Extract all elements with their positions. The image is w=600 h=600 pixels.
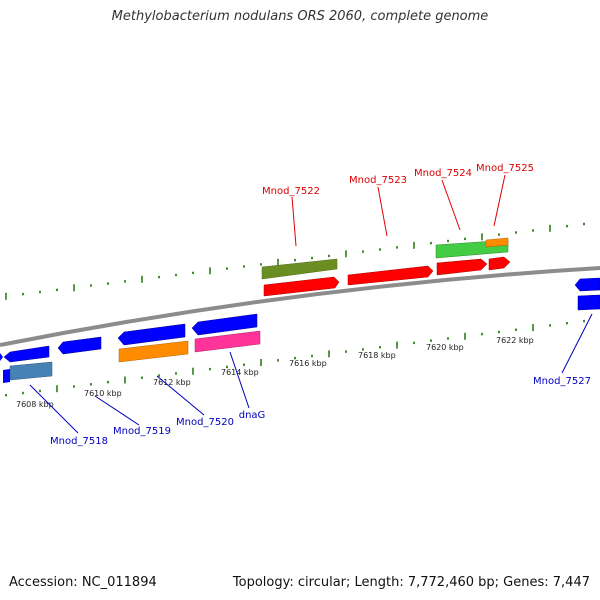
gene-label-mnod-7527[interactable]: Mnod_7527 [533, 376, 591, 387]
reverse-gene-feature[interactable] [3, 345, 50, 363]
reverse-gene-feature[interactable] [3, 369, 10, 383]
scale-label: 7610 kbp [84, 389, 122, 398]
gene-label-mnod-7524[interactable]: Mnod_7524 [414, 168, 472, 179]
genome-backbone [0, 266, 600, 347]
reverse-gene-feature[interactable] [57, 336, 102, 355]
reverse-label-leaders [29, 313, 593, 434]
scale-label: 7618 kbp [358, 351, 396, 360]
leader-line [441, 179, 461, 231]
scale-labels: 7608 kbp 7610 kbp 7612 kbp 7614 kbp 7616… [16, 336, 534, 409]
reverse-gene-labels: Mnod_7518 Mnod_7519 Mnod_7520 dnaG Mnod_… [50, 376, 591, 447]
forward-label-leaders [291, 174, 506, 247]
forward-gene-feature[interactable] [485, 237, 509, 248]
forward-gene-labels: Mnod_7522 Mnod_7523 Mnod_7524 Mnod_7525 [262, 163, 534, 197]
forward-gene-feature[interactable] [347, 265, 434, 286]
reverse-gene-feature[interactable] [117, 323, 186, 346]
forward-gene-feature[interactable] [436, 258, 488, 276]
leader-line [561, 313, 593, 374]
accession-text: Accession: NC_011894 [9, 575, 157, 590]
scale-label: 7622 kbp [496, 336, 534, 345]
reverse-gene-feature[interactable] [194, 330, 261, 353]
reverse-gene-feature[interactable] [577, 294, 600, 311]
genome-summary-text: Topology: circular; Length: 7,772,460 bp… [232, 575, 590, 590]
inner-tick-row [5, 319, 585, 397]
map-title: Methylobacterium nodulans ORS 2060, comp… [111, 9, 489, 24]
reverse-gene-feature[interactable] [9, 361, 53, 381]
gene-label-mnod-7523[interactable]: Mnod_7523 [349, 175, 407, 186]
forward-gene-feature[interactable] [263, 276, 340, 297]
scale-label: 7614 kbp [221, 368, 259, 377]
scale-label: 7616 kbp [289, 359, 327, 368]
leader-line [493, 174, 506, 227]
forward-gene-feature[interactable] [261, 258, 338, 280]
reverse-gene-feature[interactable] [191, 313, 258, 336]
leader-line [29, 384, 79, 434]
reverse-gene-feature[interactable] [0, 353, 3, 361]
leader-line [229, 351, 250, 409]
outer-tick-row [5, 222, 585, 300]
scale-label: 7612 kbp [153, 378, 191, 387]
gene-label-mnod-7519[interactable]: Mnod_7519 [113, 426, 171, 437]
scale-label: 7608 kbp [16, 400, 54, 409]
gene-label-mnod-7518[interactable]: Mnod_7518 [50, 436, 108, 447]
leader-line [291, 196, 297, 247]
leader-line [156, 375, 205, 416]
scale-label: 7620 kbp [426, 343, 464, 352]
reverse-gene-feature[interactable] [118, 340, 189, 363]
gene-label-mnod-7520[interactable]: Mnod_7520 [176, 417, 234, 428]
gene-label-mnod-7525[interactable]: Mnod_7525 [476, 163, 534, 174]
leader-line [94, 395, 140, 426]
reverse-gene-feature[interactable] [574, 277, 600, 292]
forward-gene-feature[interactable] [488, 256, 511, 271]
forward-strand-features [261, 237, 511, 297]
gene-label-dnag[interactable]: dnaG [239, 410, 266, 421]
leader-line [377, 186, 388, 237]
gene-label-mnod-7522[interactable]: Mnod_7522 [262, 186, 320, 197]
reverse-strand-features [0, 277, 600, 383]
